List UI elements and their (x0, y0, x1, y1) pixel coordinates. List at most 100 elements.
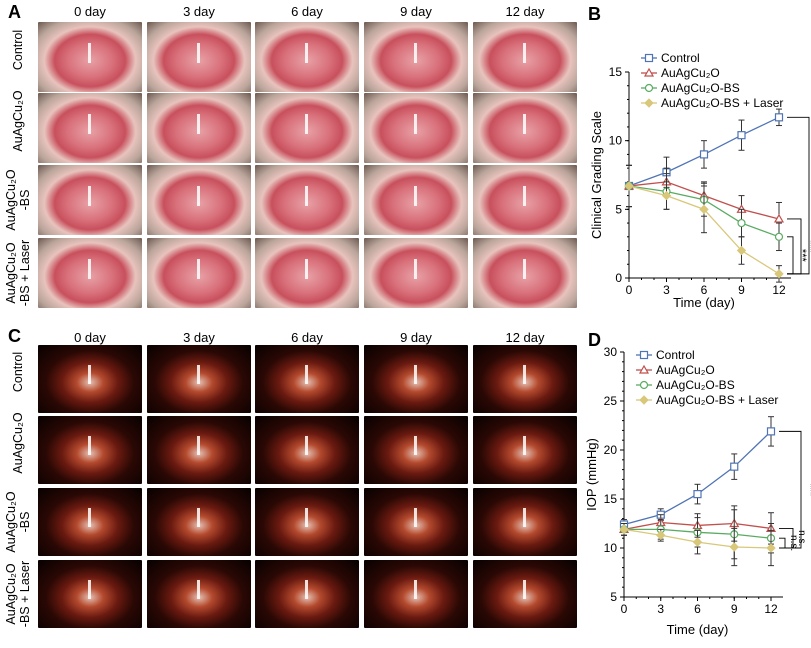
eye-photo (38, 93, 142, 163)
significance-label: n.s. (796, 530, 807, 546)
data-point (774, 113, 784, 122)
data-point (773, 213, 785, 223)
eye-photo (364, 165, 468, 235)
eye-photo (38, 238, 142, 308)
light-reflection (87, 114, 91, 134)
x-tick-label: 6 (701, 283, 708, 297)
data-point (661, 190, 672, 201)
x-axis-label: Time (day) (667, 622, 729, 637)
eye-photo (38, 345, 142, 413)
light-reflection (522, 365, 526, 385)
eye-photo (255, 560, 359, 628)
y-tick-label: 5 (610, 590, 617, 604)
x-tick-label: 12 (764, 602, 778, 616)
eye-photo (473, 488, 577, 556)
eye-photo (473, 560, 577, 628)
light-reflection (196, 259, 200, 279)
light-reflection (304, 365, 308, 385)
eye-photo (364, 488, 468, 556)
x-tick-label: 0 (621, 602, 628, 616)
eye-photo (255, 416, 359, 484)
data-point (644, 98, 654, 108)
light-reflection (196, 114, 200, 134)
light-reflection (304, 259, 308, 279)
column-header: 6 day (291, 330, 323, 345)
light-reflection (196, 508, 200, 528)
significance-label: *** (804, 483, 811, 497)
data-point (639, 350, 649, 360)
light-reflection (522, 436, 526, 456)
y-tick-label: 15 (604, 492, 618, 506)
light-reflection (87, 186, 91, 206)
eye-photo (38, 488, 142, 556)
eye-photo (147, 238, 251, 308)
eye-photo (473, 93, 577, 163)
eye-photo (147, 93, 251, 163)
column-header: 12 day (505, 4, 545, 19)
x-tick-label: 3 (657, 602, 664, 616)
column-header: 0 day (74, 4, 106, 19)
eye-photo (38, 165, 142, 235)
eye-photo (473, 238, 577, 308)
light-reflection (413, 43, 417, 63)
light-reflection (522, 508, 526, 528)
column-header: 9 day (400, 4, 432, 19)
eye-photo (147, 165, 251, 235)
light-reflection (413, 365, 417, 385)
eye-photo (147, 416, 251, 484)
eye-photo (147, 22, 251, 92)
eye-photo (364, 560, 468, 628)
significance-bracket (779, 537, 786, 549)
y-tick-label: 25 (604, 394, 618, 408)
data-point (644, 83, 654, 93)
x-tick-label: 0 (626, 283, 633, 297)
significance-label: n.s. (788, 535, 799, 551)
light-reflection (87, 365, 91, 385)
legend-label: AuAgCu₂O (656, 363, 715, 377)
eye-photo (473, 22, 577, 92)
data-point (774, 269, 784, 279)
data-point (766, 543, 776, 553)
light-reflection (522, 43, 526, 63)
data-point (638, 364, 650, 374)
light-reflection (413, 580, 417, 600)
eye-photo (364, 22, 468, 92)
y-tick-label: 10 (609, 134, 623, 148)
significance-label: *** (796, 249, 808, 263)
data-point (699, 150, 709, 159)
eye-photo (473, 165, 577, 235)
legend-label: AuAgCu₂O-BS + Laser (661, 96, 783, 110)
data-point (692, 537, 703, 547)
light-reflection (413, 114, 417, 134)
data-point (737, 218, 746, 228)
light-reflection (304, 508, 308, 528)
legend-label: AuAgCu₂O-BS (661, 81, 740, 95)
data-point (699, 204, 709, 215)
panel-c-label: C (8, 326, 21, 346)
light-reflection (413, 259, 417, 279)
column-header: 0 day (74, 330, 106, 345)
legend-label: AuAgCu₂O-BS (656, 378, 735, 392)
light-reflection (304, 114, 308, 134)
light-reflection (413, 186, 417, 206)
data-point (693, 490, 702, 499)
series-line (623, 430, 772, 526)
data-point (736, 245, 747, 256)
eye-photo (38, 560, 142, 628)
data-point (766, 427, 776, 436)
light-reflection (522, 186, 526, 206)
y-tick-label: 20 (604, 443, 618, 457)
light-reflection (304, 186, 308, 206)
eye-photo (255, 238, 359, 308)
data-point (737, 131, 746, 140)
column-header: 3 day (183, 330, 215, 345)
x-tick-label: 6 (694, 602, 701, 616)
eye-photo (147, 488, 251, 556)
legend-label: Control (661, 51, 700, 65)
eye-photo (147, 345, 251, 413)
eye-photo (147, 560, 251, 628)
light-reflection (304, 43, 308, 63)
eye-photo (364, 238, 468, 308)
eye-photo (364, 416, 468, 484)
